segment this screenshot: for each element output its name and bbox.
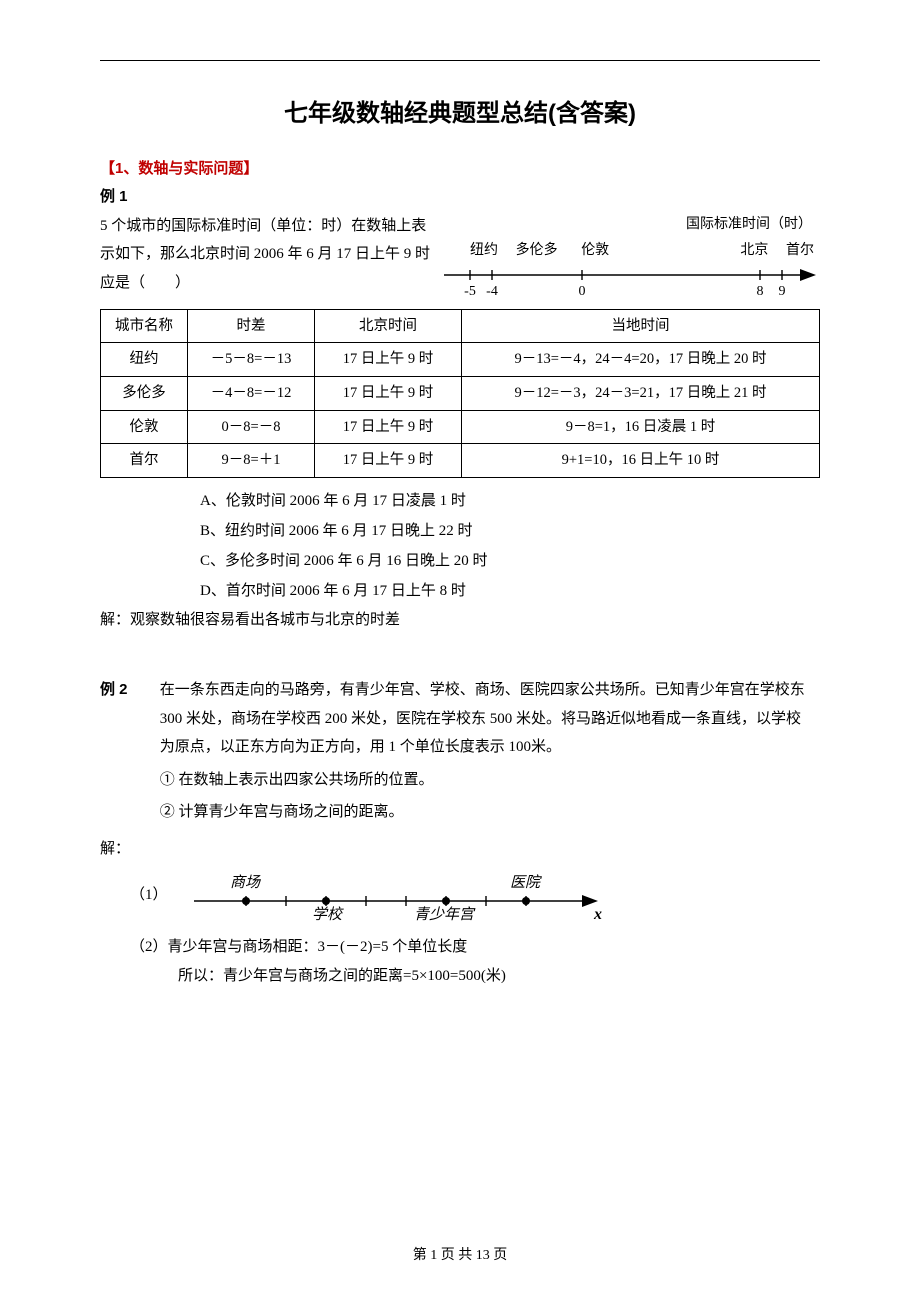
cell-diff: －5－8=－13	[188, 343, 315, 377]
cell-city: 伦敦	[101, 410, 188, 444]
example-1-solution: 解：观察数轴很容易看出各城市与北京的时差	[100, 606, 820, 635]
page-title: 七年级数轴经典题型总结(含答案)	[100, 91, 820, 137]
example-2-solution-label: 解：	[100, 835, 820, 864]
number-line-1-caption: 国际标准时间（时）	[440, 212, 820, 239]
choice-d: D、首尔时间 2006 年 6 月 17 日上午 8 时	[200, 576, 820, 606]
example-1-label: 例 1	[100, 183, 820, 212]
example-2-text: 在一条东西走向的马路旁，有青少年宫、学校、商场、医院四家公共场所。已知青少年宫在…	[160, 682, 805, 755]
city-label-beijing: 北京	[740, 238, 768, 265]
axis-x-label: x	[593, 906, 602, 923]
tick-toronto: -4	[486, 284, 498, 299]
cell-city: 纽约	[101, 343, 188, 377]
page-footer: 第 1 页 共 13 页	[0, 1243, 920, 1270]
tick-london: 0	[579, 284, 586, 299]
top-rule	[100, 60, 820, 61]
example-1-prompt: 5 个城市的国际标准时间（单位：时）在数轴上表示如下，那么北京时间 2006 年…	[100, 212, 430, 298]
table-head-row: 城市名称 时差 北京时间 当地时间	[101, 309, 820, 343]
timezone-table: 城市名称 时差 北京时间 当地时间 纽约 －5－8=－13 17 日上午 9 时…	[100, 309, 820, 478]
table-row: 首尔 9－8=＋1 17 日上午 9 时 9+1=10，16 日上午 10 时	[101, 444, 820, 478]
example-2-solution-2a: （2）青少年宫与商场相距：3－(－2)=5 个单位长度	[130, 933, 820, 962]
table-row: 多伦多 －4－8=－12 17 日上午 9 时 9－12=－3，24－3=21，…	[101, 377, 820, 411]
choice-b: B、纽约时间 2006 年 6 月 17 日晚上 22 时	[200, 516, 820, 546]
th-local: 当地时间	[462, 309, 820, 343]
example-2-solution-1: （1） 商场 学校 青少年宫 医院	[130, 867, 820, 923]
section-heading-1: 【1、数轴与实际问题】	[100, 155, 820, 184]
cell-bj: 17 日上午 9 时	[315, 410, 462, 444]
number-line-1: 国际标准时间（时） 纽约 多伦多 伦敦 北京 首尔	[440, 212, 820, 299]
tick-beijing: 8	[757, 284, 764, 299]
nl2-youth: 青少年宫	[414, 906, 476, 923]
number-line-1-city-labels: 纽约 多伦多 伦敦 北京 首尔	[440, 238, 820, 265]
number-line-1-svg: -5 -4 0 8 9	[440, 265, 820, 299]
example-2-solution-2b: 所以：青少年宫与商场之间的距离=5×100=500(米)	[178, 962, 820, 991]
example-2-q2: ② 计算青少年宫与商场之间的距离。	[160, 798, 816, 827]
city-label-toronto: 多伦多	[516, 238, 558, 265]
cell-local: 9－13=－4，24－4=20，17 日晚上 20 时	[462, 343, 820, 377]
th-bj: 北京时间	[315, 309, 462, 343]
nl2-hospital: 医院	[510, 874, 542, 891]
solution-1-label: （1）	[130, 881, 168, 910]
cell-city: 首尔	[101, 444, 188, 478]
table-row: 伦敦 0－8=－8 17 日上午 9 时 9－8=1，16 日凌晨 1 时	[101, 410, 820, 444]
example-2-q1: ① 在数轴上表示出四家公共场所的位置。	[160, 766, 816, 795]
example-2-label: 例 2	[100, 676, 156, 705]
cell-diff: 9－8=＋1	[188, 444, 315, 478]
th-diff: 时差	[188, 309, 315, 343]
nl2-mall: 商场	[230, 874, 262, 891]
city-label-ny: 纽约	[470, 238, 498, 265]
cell-city: 多伦多	[101, 377, 188, 411]
tick-ny: -5	[464, 284, 476, 299]
cell-bj: 17 日上午 9 时	[315, 343, 462, 377]
cell-local: 9－12=－3，24－3=21，17 日晚上 21 时	[462, 377, 820, 411]
number-line-2-svg: 商场 学校 青少年宫 医院 x	[186, 867, 606, 923]
cell-bj: 17 日上午 9 时	[315, 377, 462, 411]
city-label-london: 伦敦	[575, 238, 615, 265]
example-2: 例 2 在一条东西走向的马路旁，有青少年宫、学校、商场、医院四家公共场所。已知青…	[100, 676, 820, 827]
page: 七年级数轴经典题型总结(含答案) 【1、数轴与实际问题】 例 1 5 个城市的国…	[0, 0, 920, 1302]
choice-c: C、多伦多时间 2006 年 6 月 16 日晚上 20 时	[200, 546, 820, 576]
tick-seoul: 9	[779, 284, 786, 299]
example-2-body: 在一条东西走向的马路旁，有青少年宫、学校、商场、医院四家公共场所。已知青少年宫在…	[160, 676, 816, 827]
answer-choices: A、伦敦时间 2006 年 6 月 17 日凌晨 1 时 B、纽约时间 2006…	[100, 486, 820, 606]
cell-local: 9－8=1，16 日凌晨 1 时	[462, 410, 820, 444]
cell-bj: 17 日上午 9 时	[315, 444, 462, 478]
table-row: 纽约 －5－8=－13 17 日上午 9 时 9－13=－4，24－4=20，1…	[101, 343, 820, 377]
nl2-school: 学校	[312, 906, 344, 923]
cell-diff: 0－8=－8	[188, 410, 315, 444]
example-1-row: 5 个城市的国际标准时间（单位：时）在数轴上表示如下，那么北京时间 2006 年…	[100, 212, 820, 299]
cell-diff: －4－8=－12	[188, 377, 315, 411]
choice-a: A、伦敦时间 2006 年 6 月 17 日凌晨 1 时	[200, 486, 820, 516]
cell-local: 9+1=10，16 日上午 10 时	[462, 444, 820, 478]
th-city: 城市名称	[101, 309, 188, 343]
city-label-seoul: 首尔	[786, 238, 814, 265]
